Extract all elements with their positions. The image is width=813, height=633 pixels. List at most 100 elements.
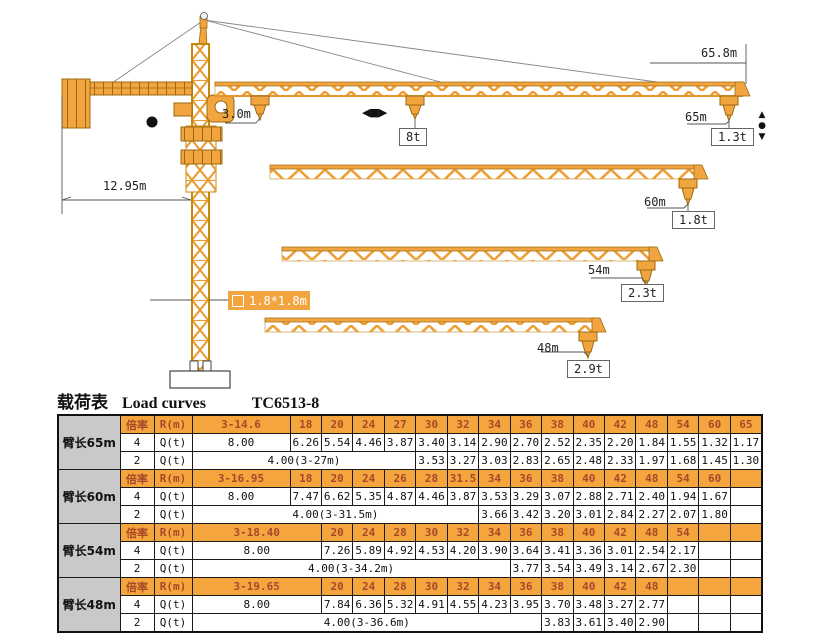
counter-jib-length-label: 12.95m (103, 179, 147, 193)
load-table-body: 臂长65m 倍率 R(m) 3-14.6 18 20 24 27 30 32 34 36 38 40 42 4… (57, 414, 763, 633)
radius-header-cell: 28 (383, 523, 417, 542)
load-value-cell: 3.87 (446, 487, 480, 506)
counterweight (61, 78, 91, 129)
radius-header-cell: 65 (729, 414, 763, 434)
merged-load-range-cell: 4.00(3-34.2m) (191, 559, 511, 578)
empty-header-cell (698, 523, 731, 542)
empty-header-cell (666, 577, 700, 596)
hook-travel-icon: ▲ ● ▼ (754, 110, 770, 143)
load-value-cell: 7.84 (320, 595, 354, 614)
load-value-cell: 3.03 (478, 451, 511, 470)
merged-load-range-cell: 4.00(3-31.5m) (191, 505, 480, 524)
load-value-cell: 2.52 (541, 433, 574, 452)
load-value-cell: 3.53 (478, 487, 511, 506)
title-chinese: 载荷表 (57, 393, 108, 412)
load-value-cell: 2.71 (604, 487, 637, 506)
load-value-cell: 2.30 (666, 559, 700, 578)
load-value-cell: 2.27 (635, 505, 668, 524)
load-value-cell: 4.55 (446, 595, 480, 614)
load-value-cell: 2.54 (635, 541, 668, 560)
load-value-cell: 3.95 (509, 595, 543, 614)
load-value-cell: 3.01 (604, 541, 637, 560)
load-value-cell: 3.14 (446, 433, 480, 452)
radius-header-cell: 42 (604, 577, 637, 596)
empty-cell (698, 541, 731, 560)
load-value-cell: 3.01 (572, 505, 606, 524)
load-value-cell: 1.32 (698, 433, 731, 452)
empty-cell (698, 613, 731, 633)
load-value-cell: 2.48 (572, 451, 606, 470)
radius-header-cell: 54 (666, 414, 700, 434)
radius-header-cell: 30 (415, 414, 448, 434)
radius-header-cell: 48 (635, 469, 668, 488)
radius-header-cell: 40 (572, 469, 606, 488)
radius-header-cell: 40 (572, 523, 606, 542)
load-unit-cell: Q(t) (153, 505, 193, 524)
load-value-cell: 2.65 (541, 451, 574, 470)
load-value-cell: 5.32 (383, 595, 417, 614)
arm-length-cell: 臂长54m (57, 523, 121, 578)
load-value-cell: 3.07 (541, 487, 574, 506)
load-unit-cell: Q(t) (153, 613, 193, 633)
crane-diagram (61, 12, 751, 389)
radius-range-header-cell: 3-14.6 (191, 414, 291, 434)
empty-cell (698, 559, 731, 578)
mast-section-box: 1.8*1.8m (228, 291, 310, 310)
load-value-cell: 5.89 (352, 541, 385, 560)
empty-cell (729, 487, 763, 506)
load-value-cell: 1.94 (666, 487, 700, 506)
radius-header-cell: 20 (320, 523, 354, 542)
radius-header-cell: 42 (604, 414, 637, 434)
ratio-value-cell: 4 (119, 595, 155, 614)
ratio-value-cell: 2 (119, 559, 155, 578)
load-value-cell: 3.41 (541, 541, 574, 560)
load-value-cell: 3.49 (572, 559, 606, 578)
load-value-cell: 8.00 (191, 433, 291, 452)
load-value-cell: 4.20 (446, 541, 480, 560)
empty-cell (729, 505, 763, 524)
load-value-cell: 1.84 (635, 433, 668, 452)
radius-unit-header-cell: R(m) (153, 523, 193, 542)
radius-header-cell: 40 (572, 577, 606, 596)
load-value-cell: 4.46 (415, 487, 448, 506)
load-value-cell: 3.87 (383, 433, 417, 452)
load-value-cell: 4.46 (352, 433, 385, 452)
load-value-cell: 3.27 (446, 451, 480, 470)
radius-header-cell: 38 (541, 577, 574, 596)
merged-load-range-cell: 4.00(3-36.6m) (191, 613, 543, 633)
load-value-cell: 3.53 (415, 451, 448, 470)
ratio-value-cell: 4 (119, 541, 155, 560)
jib-tip-length-label: 65.8m (701, 46, 738, 60)
load-value-cell: 2.35 (572, 433, 606, 452)
radius-header-cell: 38 (541, 469, 574, 488)
load-value-cell: 3.29 (509, 487, 543, 506)
trolley-8t (405, 95, 425, 128)
load-value-cell: 4.53 (415, 541, 448, 560)
hook-load-8t-box: 8t (399, 128, 428, 146)
radius-unit-header-cell: R(m) (153, 414, 193, 434)
load-value-cell: 2.20 (604, 433, 637, 452)
ratio-value-cell: 2 (119, 451, 155, 470)
load-value-cell: 3.36 (572, 541, 606, 560)
radius-header-cell: 31.5 (446, 469, 480, 488)
jib-60m (269, 164, 709, 211)
load-value-cell: 2.33 (604, 451, 637, 470)
load-value-cell: 4.23 (478, 595, 511, 614)
radius-header-cell: 36 (509, 414, 543, 434)
load-value-cell: 3.14 (604, 559, 637, 578)
load-value-cell: 3.90 (478, 541, 511, 560)
radius-header-cell: 60 (698, 414, 731, 434)
capacity-1-8t-box: 1.8t (672, 211, 715, 229)
load-value-cell: 1.45 (698, 451, 731, 470)
radius-54m-label: 54m (588, 263, 610, 277)
radius-header-cell: 20 (320, 577, 354, 596)
empty-header-cell (729, 469, 763, 488)
load-value-cell: 1.30 (729, 451, 763, 470)
radius-range-header-cell: 3-16.95 (191, 469, 291, 488)
load-value-cell: 8.00 (191, 541, 322, 560)
main-jib-65m (214, 81, 751, 97)
radius-header-cell: 18 (289, 469, 322, 488)
load-unit-cell: Q(t) (153, 595, 193, 614)
min-radius-label: 3.0m (222, 107, 251, 121)
radius-header-cell: 18 (289, 414, 322, 434)
